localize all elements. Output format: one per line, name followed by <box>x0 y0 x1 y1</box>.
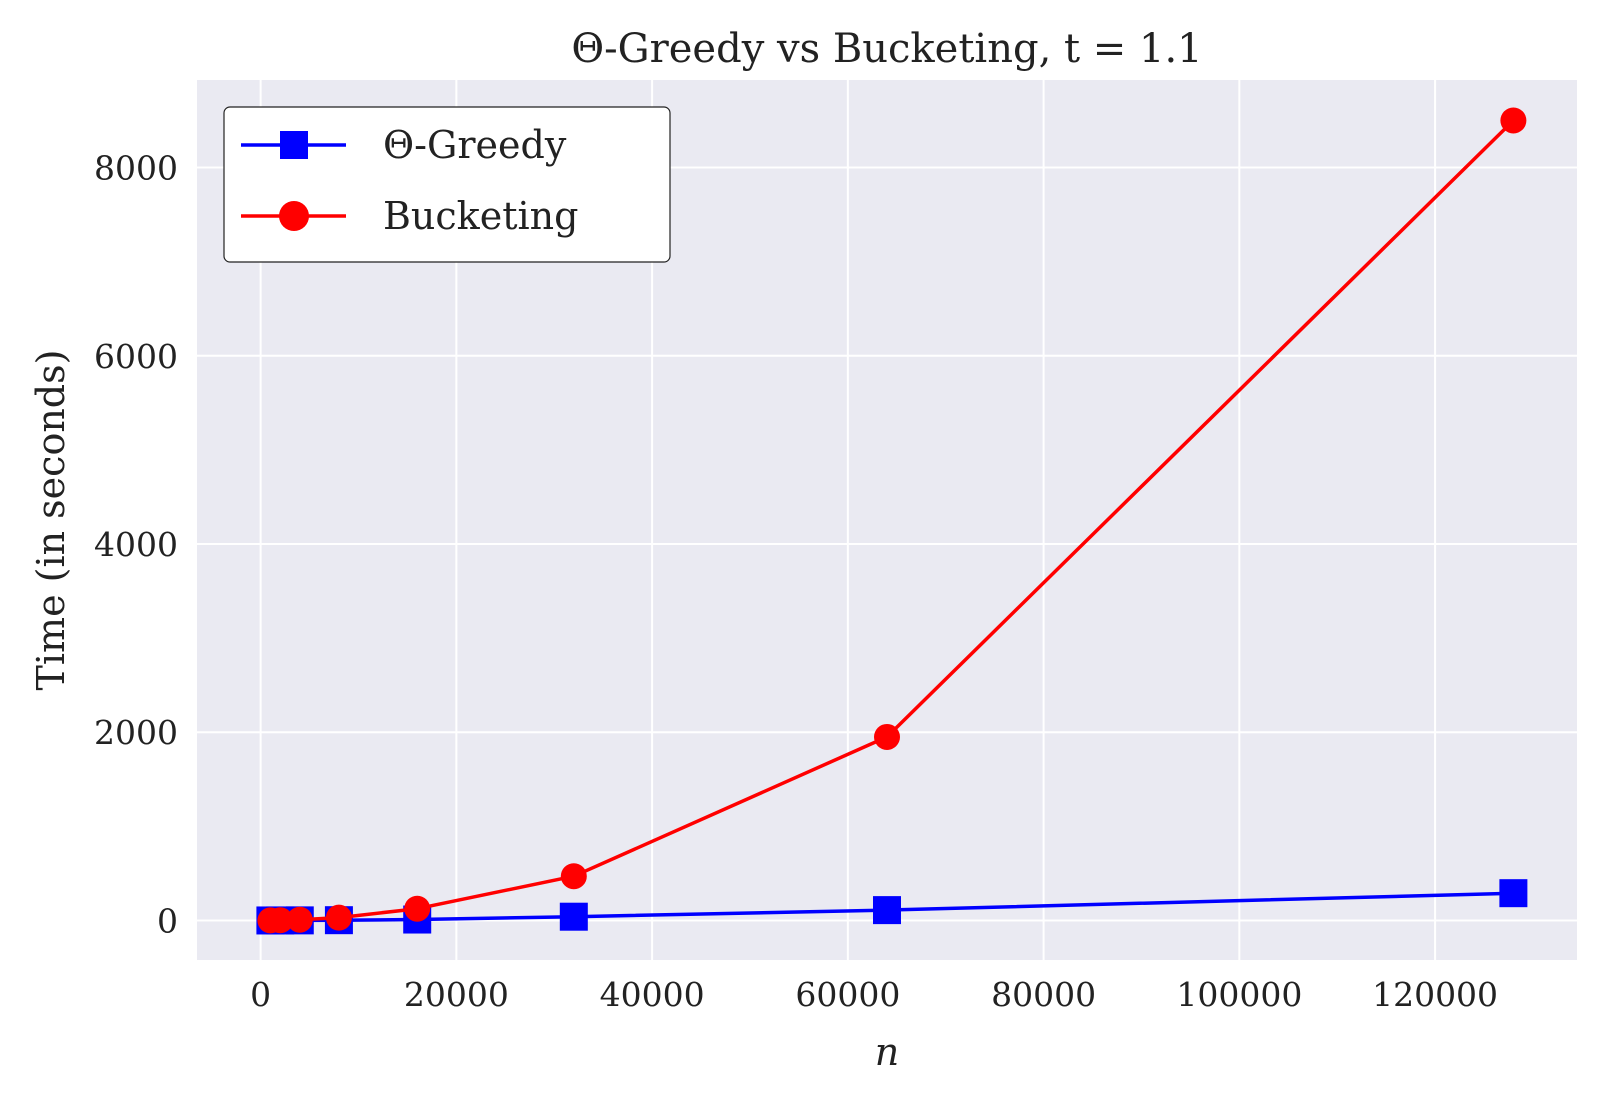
y-tick-label: 4000 <box>94 525 178 564</box>
data-point-greedy <box>1499 879 1528 908</box>
x-tick-label: 80000 <box>991 975 1096 1014</box>
x-tick-label: 120000 <box>1372 975 1498 1014</box>
y-axis-label: Time (in seconds) <box>29 350 73 691</box>
y-tick-label: 6000 <box>94 337 178 376</box>
x-tick-label: 20000 <box>404 975 509 1014</box>
x-tick-label: 40000 <box>600 975 705 1014</box>
data-point-bucketing <box>874 723 900 750</box>
data-point-bucketing <box>325 904 352 931</box>
y-tick-label: 8000 <box>94 149 178 188</box>
legend-marker-square <box>280 131 308 159</box>
x-tick-label: 60000 <box>795 975 900 1014</box>
data-point-bucketing <box>560 863 587 890</box>
legend: Θ-Greedy Bucketing <box>223 106 671 263</box>
data-point-greedy <box>873 896 901 925</box>
x-axis: 0 20000 40000 60000 80000 100000 120000 <box>250 975 1498 1014</box>
y-tick-label: 2000 <box>94 713 178 752</box>
series-layer <box>256 107 1528 935</box>
legend-label-greedy: Θ-Greedy <box>383 123 567 167</box>
y-tick-label: 0 <box>157 901 178 940</box>
data-point-bucketing <box>1500 107 1527 134</box>
data-point-bucketing <box>267 907 294 934</box>
data-point-bucketing <box>404 895 431 922</box>
x-tick-label: 0 <box>250 975 271 1014</box>
x-axis-label: n <box>875 1030 899 1074</box>
data-point-bucketing <box>286 906 313 933</box>
chart-title: Θ-Greedy vs Bucketing, t = 1.1 <box>571 26 1202 72</box>
x-tick-label: 100000 <box>1176 975 1302 1014</box>
legend-label-bucketing: Bucketing <box>383 194 578 238</box>
data-point-greedy <box>559 902 588 931</box>
legend-marker-circle <box>279 201 309 231</box>
y-axis: 0 2000 4000 6000 8000 <box>94 149 178 941</box>
